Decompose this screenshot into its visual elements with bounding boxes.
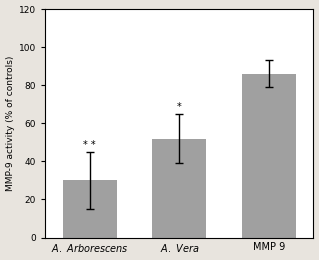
Text: * *: * * [84, 140, 96, 150]
Bar [63, 180, 116, 238]
Bar [152, 139, 206, 238]
Y-axis label: MMP-9 activity (% of controls): MMP-9 activity (% of controls) [5, 56, 15, 191]
Bar [242, 74, 295, 238]
Text: *: * [177, 102, 182, 112]
